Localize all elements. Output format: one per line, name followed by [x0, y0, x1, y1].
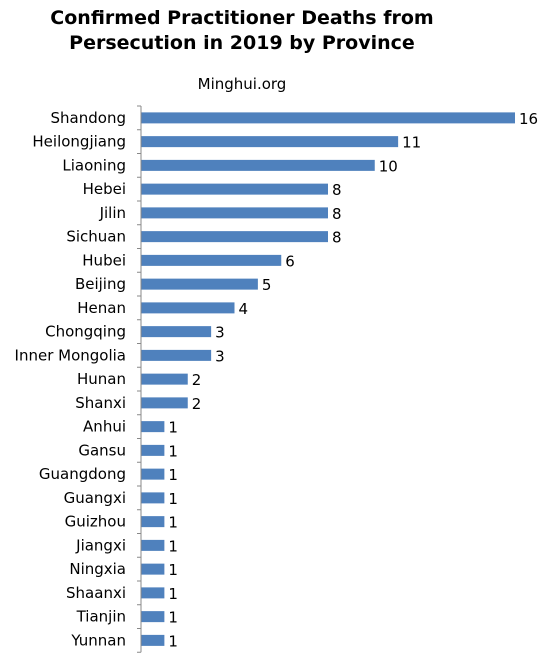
bar-jilin [141, 207, 328, 219]
data-label: 8 [332, 229, 342, 247]
bar-heilongjiang [141, 136, 399, 148]
category-label: Anhui [83, 418, 126, 436]
data-label: 2 [192, 371, 202, 389]
data-label: 1 [168, 466, 178, 484]
data-label: 10 [379, 157, 398, 175]
data-label: 8 [332, 181, 342, 199]
chart-title-line-1: Confirmed Practitioner Deaths from [50, 7, 433, 29]
bar-hubei [141, 254, 282, 266]
category-label: Chongqing [45, 323, 126, 341]
category-label: Inner Mongolia [15, 346, 126, 364]
data-label: 16 [519, 110, 538, 128]
data-label: 11 [402, 134, 421, 152]
bar-tianjin [141, 611, 165, 623]
category-label: Guangxi [64, 489, 126, 507]
category-label: Tianjin [76, 608, 126, 626]
data-label: 3 [215, 347, 225, 365]
data-label: 3 [215, 324, 225, 342]
bar-guangxi [141, 492, 165, 504]
data-label: 1 [168, 561, 178, 579]
data-label: 1 [168, 514, 178, 532]
bar-beijing [141, 278, 258, 290]
category-label: Henan [77, 299, 126, 317]
category-label: Jiangxi [75, 536, 126, 554]
data-label: 1 [168, 632, 178, 650]
category-label: Sichuan [66, 228, 126, 246]
bar-chongqing [141, 326, 212, 338]
category-label: Hunan [77, 370, 126, 388]
bar-guangdong [141, 468, 165, 480]
data-label: 5 [262, 276, 272, 294]
chart-title-line-2: Persecution in 2019 by Province [69, 32, 415, 54]
data-label: 8 [332, 205, 342, 223]
category-label: Guangdong [39, 465, 126, 483]
category-label: Shaanxi [66, 584, 126, 602]
bar-jiangxi [141, 539, 165, 551]
data-label: 2 [192, 395, 202, 413]
bar-hunan [141, 373, 188, 385]
bar-guizhou [141, 516, 165, 528]
category-label: Hebei [83, 180, 126, 198]
data-label: 1 [168, 609, 178, 627]
bar-anhui [141, 421, 165, 433]
bar-shanxi [141, 397, 188, 409]
category-label: Hubei [82, 251, 126, 269]
category-label: Ningxia [69, 560, 126, 578]
data-label: 1 [168, 537, 178, 555]
bar-liaoning [141, 159, 375, 171]
category-label: Liaoning [62, 156, 126, 174]
category-label: Guizhou [65, 513, 126, 531]
bar-henan [141, 302, 235, 314]
data-label: 1 [168, 442, 178, 460]
category-label: Gansu [78, 441, 126, 459]
bar-yunnan [141, 634, 165, 646]
bar-ningxia [141, 563, 165, 575]
category-label: Beijing [75, 275, 126, 293]
data-label: 6 [285, 252, 295, 270]
bar-hebei [141, 183, 328, 195]
chart-subtitle: Minghui.org [198, 75, 287, 93]
bar-inner-mongolia [141, 349, 212, 361]
data-label: 4 [239, 300, 249, 318]
category-label: Jilin [99, 204, 126, 222]
category-label: Heilongjiang [32, 133, 126, 151]
data-label: 1 [168, 419, 178, 437]
bar-gansu [141, 444, 165, 456]
data-label: 1 [168, 490, 178, 508]
data-label: 1 [168, 585, 178, 603]
category-label: Yunnan [70, 631, 126, 649]
category-label: Shandong [51, 109, 126, 127]
bar-shandong [141, 112, 515, 124]
bar-shaanxi [141, 587, 165, 599]
bar-sichuan [141, 231, 328, 243]
category-label: Shanxi [75, 394, 126, 412]
